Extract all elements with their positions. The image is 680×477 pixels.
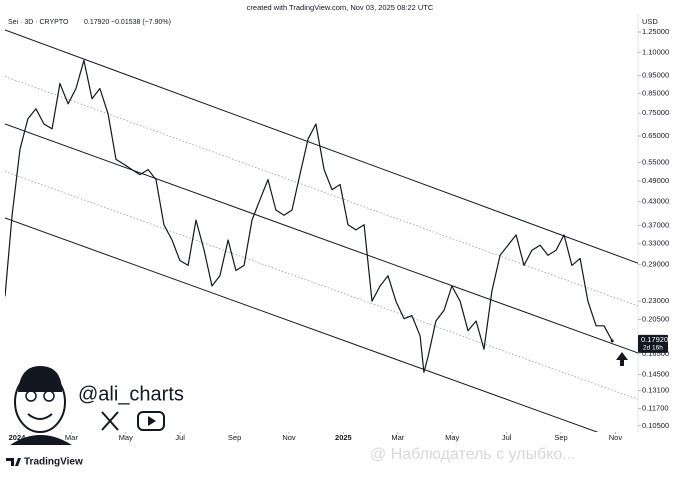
y-tick-label: 0.55000 <box>642 158 669 167</box>
countdown: 2d 16h <box>643 345 663 352</box>
x-icon <box>101 411 119 431</box>
x-tick-label: May <box>119 433 133 442</box>
y-tick-label: 0.13100 <box>642 386 669 395</box>
x-tick-label: 2025 <box>335 433 352 442</box>
avatar <box>10 366 72 445</box>
x-tick-label: May <box>445 433 459 442</box>
logo-mark <box>6 458 21 466</box>
channel-line <box>5 217 599 432</box>
channel-line <box>5 76 638 307</box>
x-tick-label: Nov <box>609 433 623 442</box>
y-tick-label: 0.16500 <box>642 349 669 358</box>
author: @ali_charts <box>78 383 184 405</box>
last-price: 0.17920 <box>84 19 109 26</box>
channel-line <box>5 29 638 264</box>
x-tick-label: Sep <box>228 433 241 442</box>
y-unit: USD <box>642 17 658 26</box>
plot-area <box>5 29 638 432</box>
y-tick-label: 0.85000 <box>642 88 669 97</box>
channel-line <box>5 171 638 400</box>
x-tick-label: Sep <box>554 433 567 442</box>
y-tick-label: 0.20500 <box>642 314 669 323</box>
y-tick-label: 0.33000 <box>642 239 669 248</box>
price-box-label: 0.17920 <box>641 335 668 344</box>
price-line <box>5 59 613 373</box>
last-point <box>610 339 614 343</box>
y-tick-label: 0.29000 <box>642 259 669 268</box>
arrow <box>616 352 628 366</box>
y-tick-label: 0.14500 <box>642 369 669 378</box>
y-tick-label: 1.10000 <box>642 47 669 56</box>
header: created with TradingView.com, Nov 03, 20… <box>247 3 434 12</box>
chart-title: Sei · 3D · CRYPTO <box>8 19 69 26</box>
price-box <box>638 334 668 353</box>
y-tick-label: 0.10500 <box>642 421 669 430</box>
y-tick-label: 1.25000 <box>642 27 669 36</box>
y-tick-label: 0.75000 <box>642 108 669 117</box>
youtube-icon <box>137 411 165 431</box>
y-tick-label: 0.11700 <box>642 404 669 413</box>
y-tick-label: 0.49000 <box>642 176 669 185</box>
y-tick-label: 0.43000 <box>642 197 669 206</box>
x-tick-label: Mar <box>391 433 404 442</box>
y-tick-label: 0.23000 <box>642 296 669 305</box>
x-tick-label: Jul <box>502 433 512 442</box>
logo: TradingView <box>24 457 83 468</box>
x-tick-label: Jul <box>175 433 185 442</box>
x-tick-label: Mar <box>65 433 78 442</box>
x-tick-label: 2024 <box>9 433 27 442</box>
channel-line <box>5 123 638 354</box>
change: −0.01538 (−7.90%) <box>111 19 171 26</box>
watermark: @ Наблюдатель с улыбко... <box>370 446 576 463</box>
x-tick-label: Nov <box>282 433 296 442</box>
y-tick-label: 0.95000 <box>642 71 669 80</box>
y-tick-label: 0.37000 <box>642 221 669 230</box>
y-tick-label: 0.65000 <box>642 131 669 140</box>
